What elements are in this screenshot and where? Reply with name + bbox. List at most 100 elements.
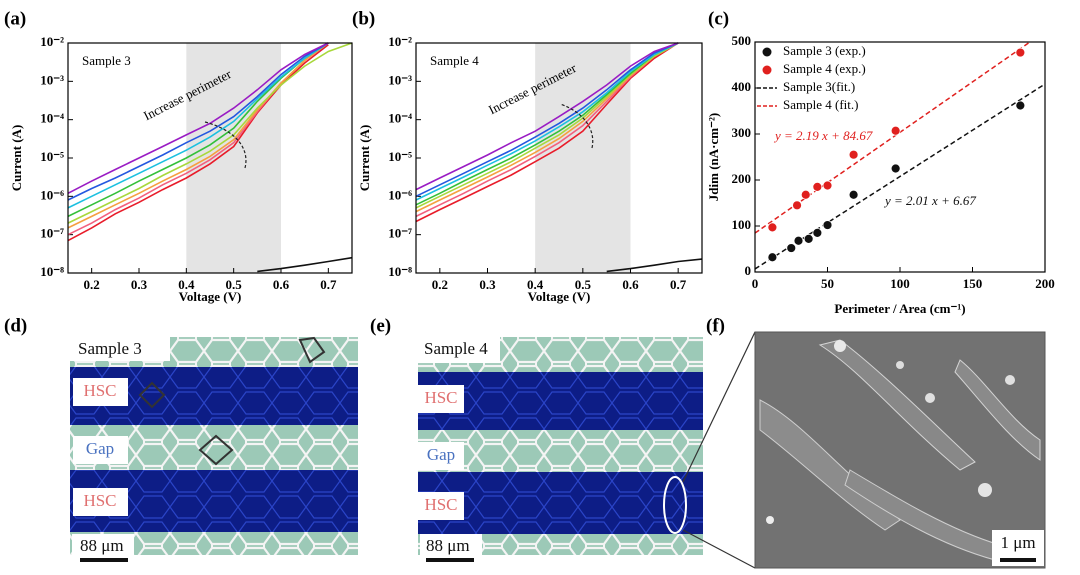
point — [803, 233, 814, 244]
plot-frame — [67, 42, 353, 274]
annotation: Sample 3 — [82, 53, 131, 68]
sem-image: 1 μm (f) — [706, 315, 1046, 569]
y-tick-label: 10⁻⁶ — [388, 187, 412, 202]
region-label: HSC — [83, 381, 116, 400]
legend-label: Sample 4 (fit.) — [783, 97, 858, 112]
y-tick-label: 10⁻² — [388, 34, 412, 49]
scale-bar — [426, 558, 474, 562]
point — [1015, 47, 1026, 58]
y-tick-label: 200 — [732, 171, 752, 186]
x-tick-label: 150 — [963, 276, 983, 291]
y-axis-title: Current (A) — [9, 125, 24, 192]
y-tick-label: 10⁻⁵ — [388, 149, 412, 164]
micrograph-d: Sample 3 HSC Gap HSC 88 μm (d) — [4, 315, 358, 564]
y-tick-label: 300 — [732, 125, 752, 140]
y-tick-label: 500 — [732, 33, 752, 48]
y-axis-title: Current (A) — [357, 125, 372, 192]
x-tick-label: 0.7 — [320, 277, 337, 292]
point — [793, 235, 804, 246]
x-tick-label: 0.2 — [84, 277, 100, 292]
curve — [415, 42, 679, 198]
x-tick-label: 50 — [821, 276, 834, 291]
y-tick-label: 10⁻⁸ — [40, 264, 64, 279]
curve — [415, 42, 679, 218]
point — [786, 243, 797, 253]
annotation: Sample 4 — [430, 53, 479, 68]
highlight — [663, 476, 687, 534]
curve — [67, 42, 353, 224]
point — [822, 180, 833, 191]
x-tick-label: 0.5 — [226, 277, 243, 292]
region-label: HSC — [83, 491, 116, 510]
x-tick-label: 0.6 — [273, 277, 290, 292]
y-tick-label: 10⁻⁷ — [40, 226, 64, 241]
sample-label: Sample 3 — [78, 339, 142, 358]
shaded-region — [535, 43, 631, 273]
plot-frame — [754, 41, 1046, 273]
x-tick-label: 0.5 — [575, 277, 592, 292]
point — [822, 220, 833, 230]
curve — [415, 42, 679, 206]
curve — [67, 42, 329, 229]
panel-label: (e) — [370, 315, 391, 336]
y-tick-label: 10⁻⁶ — [40, 187, 64, 202]
x-tick-label: 0.2 — [432, 277, 448, 292]
panel-label: (a) — [4, 8, 26, 29]
point — [812, 227, 823, 238]
y-tick-label: 10⁻⁴ — [40, 111, 64, 126]
arrow — [559, 103, 594, 149]
region-label: Gap — [86, 439, 114, 458]
region-label: Gap — [427, 445, 455, 464]
point — [890, 125, 901, 136]
point — [792, 200, 802, 211]
y-tick-label: 10⁻² — [40, 34, 64, 49]
y-tick-label: 100 — [732, 217, 752, 232]
fit-equation: y = 2.19 x + 84.67 — [773, 128, 873, 143]
micrograph-e: Sample 4 HSC Gap HSC 88 μm (e) — [370, 315, 756, 569]
legend-label: Sample 3(fit.) — [783, 79, 855, 94]
x-tick-label: 0.3 — [479, 277, 496, 292]
x-tick-label: 200 — [1035, 276, 1055, 291]
y-axis-title: Jdim (nA·cm⁻²) — [706, 113, 721, 201]
arrow — [204, 121, 247, 169]
sample-label: Sample 4 — [424, 339, 488, 358]
scale-bar — [1000, 558, 1036, 562]
curve — [415, 42, 679, 209]
curve — [67, 42, 329, 209]
y-tick-label: 10⁻⁷ — [388, 226, 412, 241]
legend-label: Sample 3 (exp.) — [783, 43, 866, 58]
curve — [415, 42, 679, 223]
scale-bar-label: 88 μm — [80, 536, 124, 555]
fit-equation: y = 2.01 x + 6.67 — [883, 193, 976, 208]
legend-label: Sample 4 (exp.) — [783, 61, 866, 76]
y-tick-label: 0 — [745, 263, 752, 278]
point — [1015, 100, 1026, 111]
x-tick-label: 0.4 — [527, 277, 544, 292]
x-axis-title: Perimeter / Area (cm⁻¹) — [834, 301, 965, 316]
panel-label: (f) — [706, 315, 725, 336]
y-tick-label: 10⁻³ — [388, 72, 412, 87]
point — [767, 222, 778, 233]
region-label: HSC — [424, 388, 457, 407]
x-axis-title: Voltage (V) — [528, 289, 591, 304]
point — [848, 189, 859, 200]
curve — [67, 42, 329, 195]
scale-bar-label: 1 μm — [1000, 533, 1035, 552]
point — [812, 181, 823, 192]
fit-line — [755, 83, 1045, 270]
x-tick-label: 0.6 — [622, 277, 639, 292]
x-axis-title: Voltage (V) — [179, 289, 242, 304]
curve — [415, 42, 679, 201]
curve — [67, 42, 329, 218]
x-tick-label: 0 — [752, 276, 759, 291]
y-tick-label: 10⁻⁴ — [388, 111, 412, 126]
curve — [67, 42, 329, 201]
scale-bar-label: 88 μm — [426, 536, 470, 555]
point — [800, 189, 811, 200]
curve — [415, 42, 679, 191]
x-tick-label: 0.4 — [178, 277, 195, 292]
scale-bar — [80, 558, 128, 562]
x-tick-label: 0.3 — [131, 277, 148, 292]
region-label: HSC — [424, 495, 457, 514]
